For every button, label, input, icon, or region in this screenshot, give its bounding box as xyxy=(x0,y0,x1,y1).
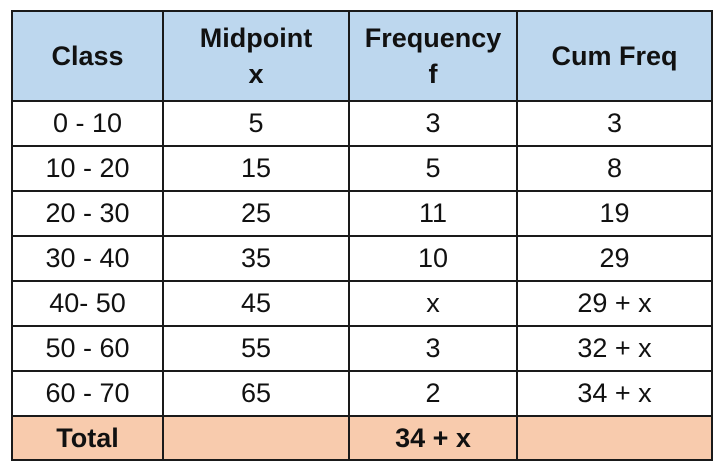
total-cum-freq xyxy=(516,415,713,461)
header-frequency-label: Frequency xyxy=(364,22,502,53)
total-label: Total xyxy=(11,415,164,461)
table-row: 20 - 30 25 11 19 xyxy=(11,190,713,237)
cell-frequency: 3 xyxy=(348,325,518,372)
frequency-table-container: Class Midpoint x Frequency f Cum Freq 0 … xyxy=(11,10,713,461)
header-cum-freq: Cum Freq xyxy=(516,10,713,102)
cell-cum-freq: 32 + x xyxy=(516,325,713,372)
table-row: 30 - 40 35 10 29 xyxy=(11,235,713,282)
cell-class: 20 - 30 xyxy=(11,190,164,237)
table-header: Class Midpoint x Frequency f Cum Freq xyxy=(11,10,713,102)
cell-class: 50 - 60 xyxy=(11,325,164,372)
cell-frequency: 11 xyxy=(348,190,518,237)
total-midpoint xyxy=(162,415,350,461)
cell-frequency: 10 xyxy=(348,235,518,282)
table-row: 0 - 10 5 3 3 xyxy=(11,100,713,147)
table-footer: Total 34 + x xyxy=(11,415,713,461)
cell-cum-freq: 29 + x xyxy=(516,280,713,327)
cell-frequency: 5 xyxy=(348,145,518,192)
cell-midpoint: 45 xyxy=(162,280,350,327)
cell-cum-freq: 3 xyxy=(516,100,713,147)
header-row: Class Midpoint x Frequency f Cum Freq xyxy=(11,10,713,102)
table-row: 60 - 70 65 2 34 + x xyxy=(11,370,713,417)
cell-cum-freq: 19 xyxy=(516,190,713,237)
cell-class: 30 - 40 xyxy=(11,235,164,282)
header-frequency-symbol: f xyxy=(428,59,438,89)
header-class: Class xyxy=(11,10,164,102)
total-row: Total 34 + x xyxy=(11,415,713,461)
cell-class: 40- 50 xyxy=(11,280,164,327)
table-row: 50 - 60 55 3 32 + x xyxy=(11,325,713,372)
cell-class: 60 - 70 xyxy=(11,370,164,417)
total-frequency: 34 + x xyxy=(348,415,518,461)
header-cum-freq-label: Cum Freq xyxy=(551,40,678,71)
header-class-label: Class xyxy=(51,40,124,71)
table-row: 10 - 20 15 5 8 xyxy=(11,145,713,192)
table-body: 0 - 10 5 3 3 10 - 20 15 5 8 20 - 30 25 1… xyxy=(11,100,713,417)
header-midpoint-label: Midpoint xyxy=(199,22,313,53)
cell-cum-freq: 34 + x xyxy=(516,370,713,417)
cell-frequency: x xyxy=(348,280,518,327)
header-frequency: Frequency f xyxy=(348,10,518,102)
header-midpoint: Midpoint x xyxy=(162,10,350,102)
cell-frequency: 2 xyxy=(348,370,518,417)
cell-midpoint: 15 xyxy=(162,145,350,192)
table-row: 40- 50 45 x 29 + x xyxy=(11,280,713,327)
cell-midpoint: 5 xyxy=(162,100,350,147)
cell-cum-freq: 8 xyxy=(516,145,713,192)
cell-midpoint: 55 xyxy=(162,325,350,372)
cell-class: 10 - 20 xyxy=(11,145,164,192)
cell-class: 0 - 10 xyxy=(11,100,164,147)
frequency-table: Class Midpoint x Frequency f Cum Freq 0 … xyxy=(11,10,713,461)
header-midpoint-symbol: x xyxy=(248,59,264,89)
cell-midpoint: 35 xyxy=(162,235,350,282)
cell-cum-freq: 29 xyxy=(516,235,713,282)
cell-frequency: 3 xyxy=(348,100,518,147)
cell-midpoint: 25 xyxy=(162,190,350,237)
cell-midpoint: 65 xyxy=(162,370,350,417)
